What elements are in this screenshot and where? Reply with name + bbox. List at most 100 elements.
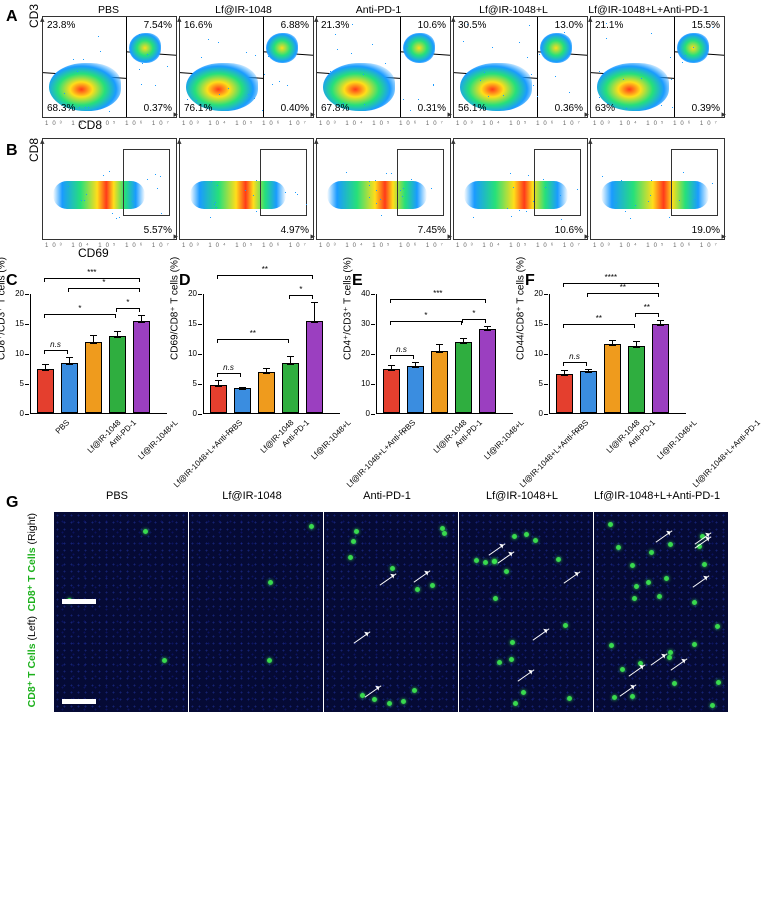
- x-axis-label: Lf@IR-1048+L: [482, 418, 525, 461]
- bar: [628, 346, 645, 413]
- pct-tr: 10.6%: [418, 20, 446, 31]
- pct-bl: 63%: [595, 103, 615, 114]
- micro-title: PBS: [50, 490, 184, 512]
- ytick: 15: [179, 319, 197, 328]
- micro-title: Anti-PD-1: [320, 490, 454, 512]
- x-axis-label: Lf@IR-1048+L: [655, 418, 698, 461]
- micro-image: [324, 612, 458, 712]
- pct-tr: 7.54%: [144, 20, 172, 31]
- pct-br: 0.36%: [555, 103, 583, 114]
- figure: A CD3 PBSLf@IR-1048Anti-PD-1Lf@IR-1048+L…: [0, 0, 761, 720]
- flow-plot-b: 4.97%▸▴10³ 10⁴ 10⁵ 10⁶ 10⁷: [179, 138, 314, 240]
- x-axis-label: Lf@IR-1048+L: [136, 418, 179, 461]
- sig-label: **: [643, 303, 649, 312]
- panel-D-label: D: [179, 268, 199, 290]
- pct-bl: 68.3%: [47, 103, 75, 114]
- chart-F: F05101520CD44/CD8⁺ T cells (%)PBSLf@IR-1…: [525, 268, 690, 430]
- x-axis-label: Lf@IR-1048+L+Anti-PD-1: [691, 418, 761, 489]
- bar: [133, 321, 150, 413]
- panel-b-row: B CD8 5.57%▸▴10³ 10⁴ 10⁵ 10⁶ 10⁷4.97%▸▴1…: [6, 138, 755, 260]
- ytick: 10: [525, 349, 543, 358]
- sig-label: n.s: [223, 363, 234, 372]
- pct-gate: 19.0%: [692, 225, 720, 236]
- pct-gate: 7.45%: [418, 225, 446, 236]
- pct-gate: 10.6%: [555, 225, 583, 236]
- panel-a-label: A: [6, 4, 26, 26]
- pct-bl: 76.1%: [184, 103, 212, 114]
- scalebar: [62, 599, 96, 604]
- pct-bl: 67.8%: [321, 103, 349, 114]
- bar: [479, 329, 496, 414]
- ytick: 20: [352, 349, 370, 358]
- bar: [455, 342, 472, 413]
- panel-a-title: PBS: [42, 4, 175, 16]
- sig-label: n.s: [396, 345, 407, 354]
- bar: [580, 371, 597, 413]
- pct-gate: 5.57%: [144, 225, 172, 236]
- x-axis-label: PBS: [54, 418, 72, 436]
- pct-tr: 15.5%: [692, 20, 720, 31]
- flow-plot-b: 19.0%▸▴10³ 10⁴ 10⁵ 10⁶ 10⁷: [590, 138, 725, 240]
- panel-a-title: Lf@IR-1048: [177, 4, 310, 16]
- pct-br: 0.37%: [144, 103, 172, 114]
- micro-ylabel: CD8⁺ T Cells (Right): [26, 513, 54, 611]
- pct-gate: 4.97%: [281, 225, 309, 236]
- pct-bl: 56.1%: [458, 103, 486, 114]
- sig-label: n.s: [50, 340, 61, 349]
- panel-E-label: E: [352, 268, 372, 290]
- bar: [383, 369, 400, 413]
- barcharts-row: C05101520CD8⁺/CD3⁺ T cells (%)PBSLf@IR-1…: [6, 268, 755, 430]
- pct-tl: 30.5%: [458, 20, 486, 31]
- y-axis-label: CD8⁺/CD3⁺ T cells (%): [0, 257, 8, 360]
- micro-image: [54, 512, 188, 612]
- pct-tl: 21.1%: [595, 20, 623, 31]
- pct-br: 0.40%: [281, 103, 309, 114]
- flow-plot-b: 7.45%▸▴10³ 10⁴ 10⁵ 10⁶ 10⁷: [316, 138, 451, 240]
- panel-g: G PBSLf@IR-1048Anti-PD-1Lf@IR-1048+LLf@I…: [6, 490, 755, 712]
- micro-title: Lf@IR-1048+L+Anti-PD-1: [590, 490, 724, 512]
- pct-tr: 13.0%: [555, 20, 583, 31]
- micro-image: [594, 612, 728, 712]
- ytick: 5: [6, 379, 24, 388]
- bar: [652, 324, 669, 413]
- chart-C: C05101520CD8⁺/CD3⁺ T cells (%)PBSLf@IR-1…: [6, 268, 171, 430]
- sig-label: *: [472, 309, 475, 318]
- sig-label: ***: [433, 289, 442, 298]
- sig-label: **: [261, 265, 267, 274]
- ytick: 20: [179, 289, 197, 298]
- pct-tl: 23.8%: [47, 20, 75, 31]
- x-axis-label: Lf@IR-1048+L: [309, 418, 352, 461]
- pct-tl: 21.3%: [321, 20, 349, 31]
- bar: [109, 336, 126, 413]
- micro-image: [459, 512, 593, 612]
- ytick: 0: [6, 409, 24, 418]
- ytick: 30: [352, 319, 370, 328]
- bar: [282, 363, 299, 413]
- y-axis-label: CD44/CD8⁺ T cells (%): [516, 257, 527, 360]
- pct-tl: 16.6%: [184, 20, 212, 31]
- panel-a-title: Lf@IR-1048+L: [447, 4, 580, 16]
- micro-title: Lf@IR-1048+L: [455, 490, 589, 512]
- bar: [258, 372, 275, 413]
- panel-a-row: A CD3 PBSLf@IR-1048Anti-PD-1Lf@IR-1048+L…: [6, 4, 755, 132]
- panel-b-label: B: [6, 138, 26, 160]
- flow-plot-a: 21.1%15.5%63%0.39%▸▴10³ 10⁴ 10⁵ 10⁶ 10⁷: [590, 16, 725, 118]
- bar: [234, 388, 251, 413]
- sig-label: *: [299, 285, 302, 294]
- y-axis-label: CD69/CD8⁺ T cells (%): [170, 257, 181, 360]
- sig-label: ****: [604, 273, 616, 282]
- bar: [431, 351, 448, 413]
- sig-label: *: [424, 311, 427, 320]
- micro-row: CD8⁺ T Cells (Left): [6, 612, 755, 712]
- y-axis-label: CD4⁺/CD3⁺ T cells (%): [343, 257, 354, 360]
- chart-D: D05101520CD69/CD8⁺ T cells (%)PBSLf@IR-1…: [179, 268, 344, 430]
- ytick: 0: [352, 409, 370, 418]
- ytick: 40: [352, 289, 370, 298]
- sig-label: **: [619, 283, 625, 292]
- bar: [556, 374, 573, 413]
- panel-C-label: C: [6, 268, 26, 290]
- sig-label: *: [78, 304, 81, 313]
- panel-g-label: G: [6, 490, 26, 512]
- sig-label: *: [102, 278, 105, 287]
- bar: [210, 385, 227, 413]
